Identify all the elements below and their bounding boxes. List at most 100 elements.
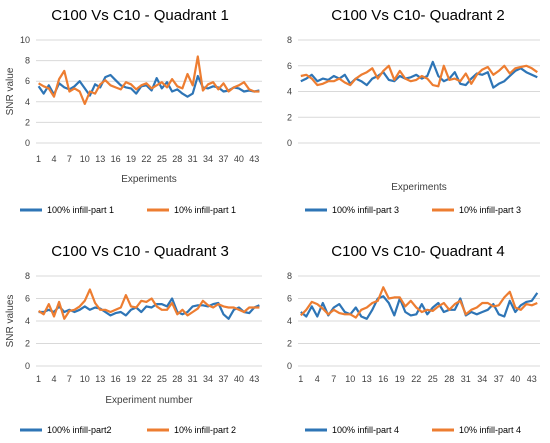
legend-entry-2: 10% infill-part 4 <box>432 425 521 435</box>
series-line-1 <box>37 73 260 98</box>
x-tick-label: 37 <box>494 374 504 384</box>
legend-label: 100% infill-part 4 <box>332 425 399 435</box>
y-tick-label: 0 <box>287 361 292 371</box>
x-tick-label: 10 <box>80 154 90 164</box>
legend-label: 10% infill-part 2 <box>174 425 236 435</box>
x-tick-label: 13 <box>95 374 105 384</box>
y-tick-label: 6 <box>287 61 292 71</box>
x-tick-label: 19 <box>395 374 405 384</box>
x-tick-label: 16 <box>111 154 121 164</box>
chart-title: C100 Vs C10 - Quadrant 3 <box>51 243 229 260</box>
x-tick-label: 4 <box>51 374 56 384</box>
chart-panel-4: C100 Vs C10- Quadrant 4 0 2 4 6 8 1 4 7 10 13 16 19 2… <box>287 243 540 435</box>
x-tick-label: 16 <box>378 374 388 384</box>
y-tick-label: 2 <box>25 117 30 127</box>
legend-entry-1: 100% infill-part 1 <box>20 205 114 215</box>
chart-title: C100 Vs C10 - Quadrant 1 <box>51 7 229 24</box>
y-tick-label: 10 <box>20 35 30 45</box>
x-axis-label: Experiments <box>391 182 447 193</box>
y-tick-label: 0 <box>25 361 30 371</box>
legend-label: 10% infill-part 3 <box>459 205 521 215</box>
legend-entry-1: 100% infill-part 3 <box>305 205 399 215</box>
y-tick-label: 0 <box>25 138 30 148</box>
x-tick-label: 22 <box>411 374 421 384</box>
y-axis-label: SNR value <box>5 67 16 115</box>
legend-entry-1: 100% infill-part2 <box>20 425 112 435</box>
x-tick-label: 40 <box>234 374 244 384</box>
series-line-1 <box>38 297 260 320</box>
y-tick-label: 2 <box>287 112 292 122</box>
x-tick-label: 31 <box>461 374 471 384</box>
x-tick-label: 19 <box>126 374 136 384</box>
y-tick-label: 8 <box>287 271 292 281</box>
series-line-2 <box>37 288 260 320</box>
x-tick-label: 4 <box>315 374 320 384</box>
x-tick-label: 34 <box>477 374 487 384</box>
x-tick-label: 40 <box>510 374 520 384</box>
x-tick-label: 28 <box>172 374 182 384</box>
x-tick-label: 28 <box>172 154 182 164</box>
y-tick-label: 2 <box>287 339 292 349</box>
y-tick-label: 4 <box>25 97 30 107</box>
legend-entry-2: 10% infill-part 3 <box>432 205 521 215</box>
x-tick-label: 22 <box>141 154 151 164</box>
x-tick-label: 25 <box>428 374 438 384</box>
y-tick-label: 0 <box>287 138 292 148</box>
x-tick-label: 13 <box>95 154 105 164</box>
y-tick-label: 4 <box>25 316 30 326</box>
x-tick-label: 25 <box>157 154 167 164</box>
series-line-2 <box>300 286 538 319</box>
chart-title: C100 Vs C10- Quadrant 4 <box>331 243 504 260</box>
y-tick-label: 8 <box>287 35 292 45</box>
x-tick-label: 1 <box>36 374 41 384</box>
x-tick-label: 34 <box>203 374 213 384</box>
x-tick-label: 34 <box>203 154 213 164</box>
chart-panel-2: C100 Vs C10- Quadrant 2 0 2 4 6 8 Experiments 1… <box>287 7 540 215</box>
x-tick-label: 25 <box>157 374 167 384</box>
x-tick-label: 10 <box>80 374 90 384</box>
y-tick-label: 4 <box>287 87 292 97</box>
x-tick-label: 37 <box>218 154 228 164</box>
x-axis-label: Experiments <box>121 174 177 185</box>
x-tick-label: 7 <box>67 374 72 384</box>
y-axis-label: SNR values <box>5 295 16 348</box>
x-tick-label: 13 <box>362 374 372 384</box>
legend-label: 10% infill-part 1 <box>174 205 236 215</box>
x-tick-label: 10 <box>345 374 355 384</box>
y-tick-label: 8 <box>25 271 30 281</box>
legend-label: 100% infill-part 3 <box>332 205 399 215</box>
x-tick-label: 31 <box>188 154 198 164</box>
x-tick-label: 28 <box>444 374 454 384</box>
chart-title: C100 Vs C10- Quadrant 2 <box>331 7 504 24</box>
x-tick-label: 1 <box>36 154 41 164</box>
x-tick-label: 43 <box>249 374 259 384</box>
legend-entry-2: 10% infill-part 1 <box>147 205 236 215</box>
legend-label: 100% infill-part2 <box>47 425 112 435</box>
y-tick-label: 4 <box>287 316 292 326</box>
legend-entry-1: 100% infill-part 4 <box>305 425 399 435</box>
y-tick-label: 6 <box>287 294 292 304</box>
x-tick-label: 22 <box>141 374 151 384</box>
y-tick-label: 6 <box>25 294 30 304</box>
x-axis-label: Experiment number <box>105 395 193 406</box>
x-tick-label: 31 <box>188 374 198 384</box>
legend-entry-2: 10% infill-part 2 <box>147 425 236 435</box>
x-tick-label: 1 <box>298 374 303 384</box>
series-line-2 <box>300 64 538 88</box>
series-line-1 <box>300 292 539 320</box>
x-tick-label: 43 <box>249 154 259 164</box>
x-tick-label: 43 <box>527 374 537 384</box>
x-tick-label: 40 <box>234 154 244 164</box>
y-tick-label: 6 <box>25 76 30 86</box>
x-tick-label: 37 <box>218 374 228 384</box>
x-tick-label: 19 <box>126 154 136 164</box>
series-line-2 <box>38 55 260 106</box>
x-tick-label: 4 <box>51 154 56 164</box>
y-tick-label: 8 <box>25 56 30 66</box>
legend-label: 100% infill-part 1 <box>47 205 114 215</box>
x-tick-label: 7 <box>67 154 72 164</box>
x-tick-label: 7 <box>331 374 336 384</box>
